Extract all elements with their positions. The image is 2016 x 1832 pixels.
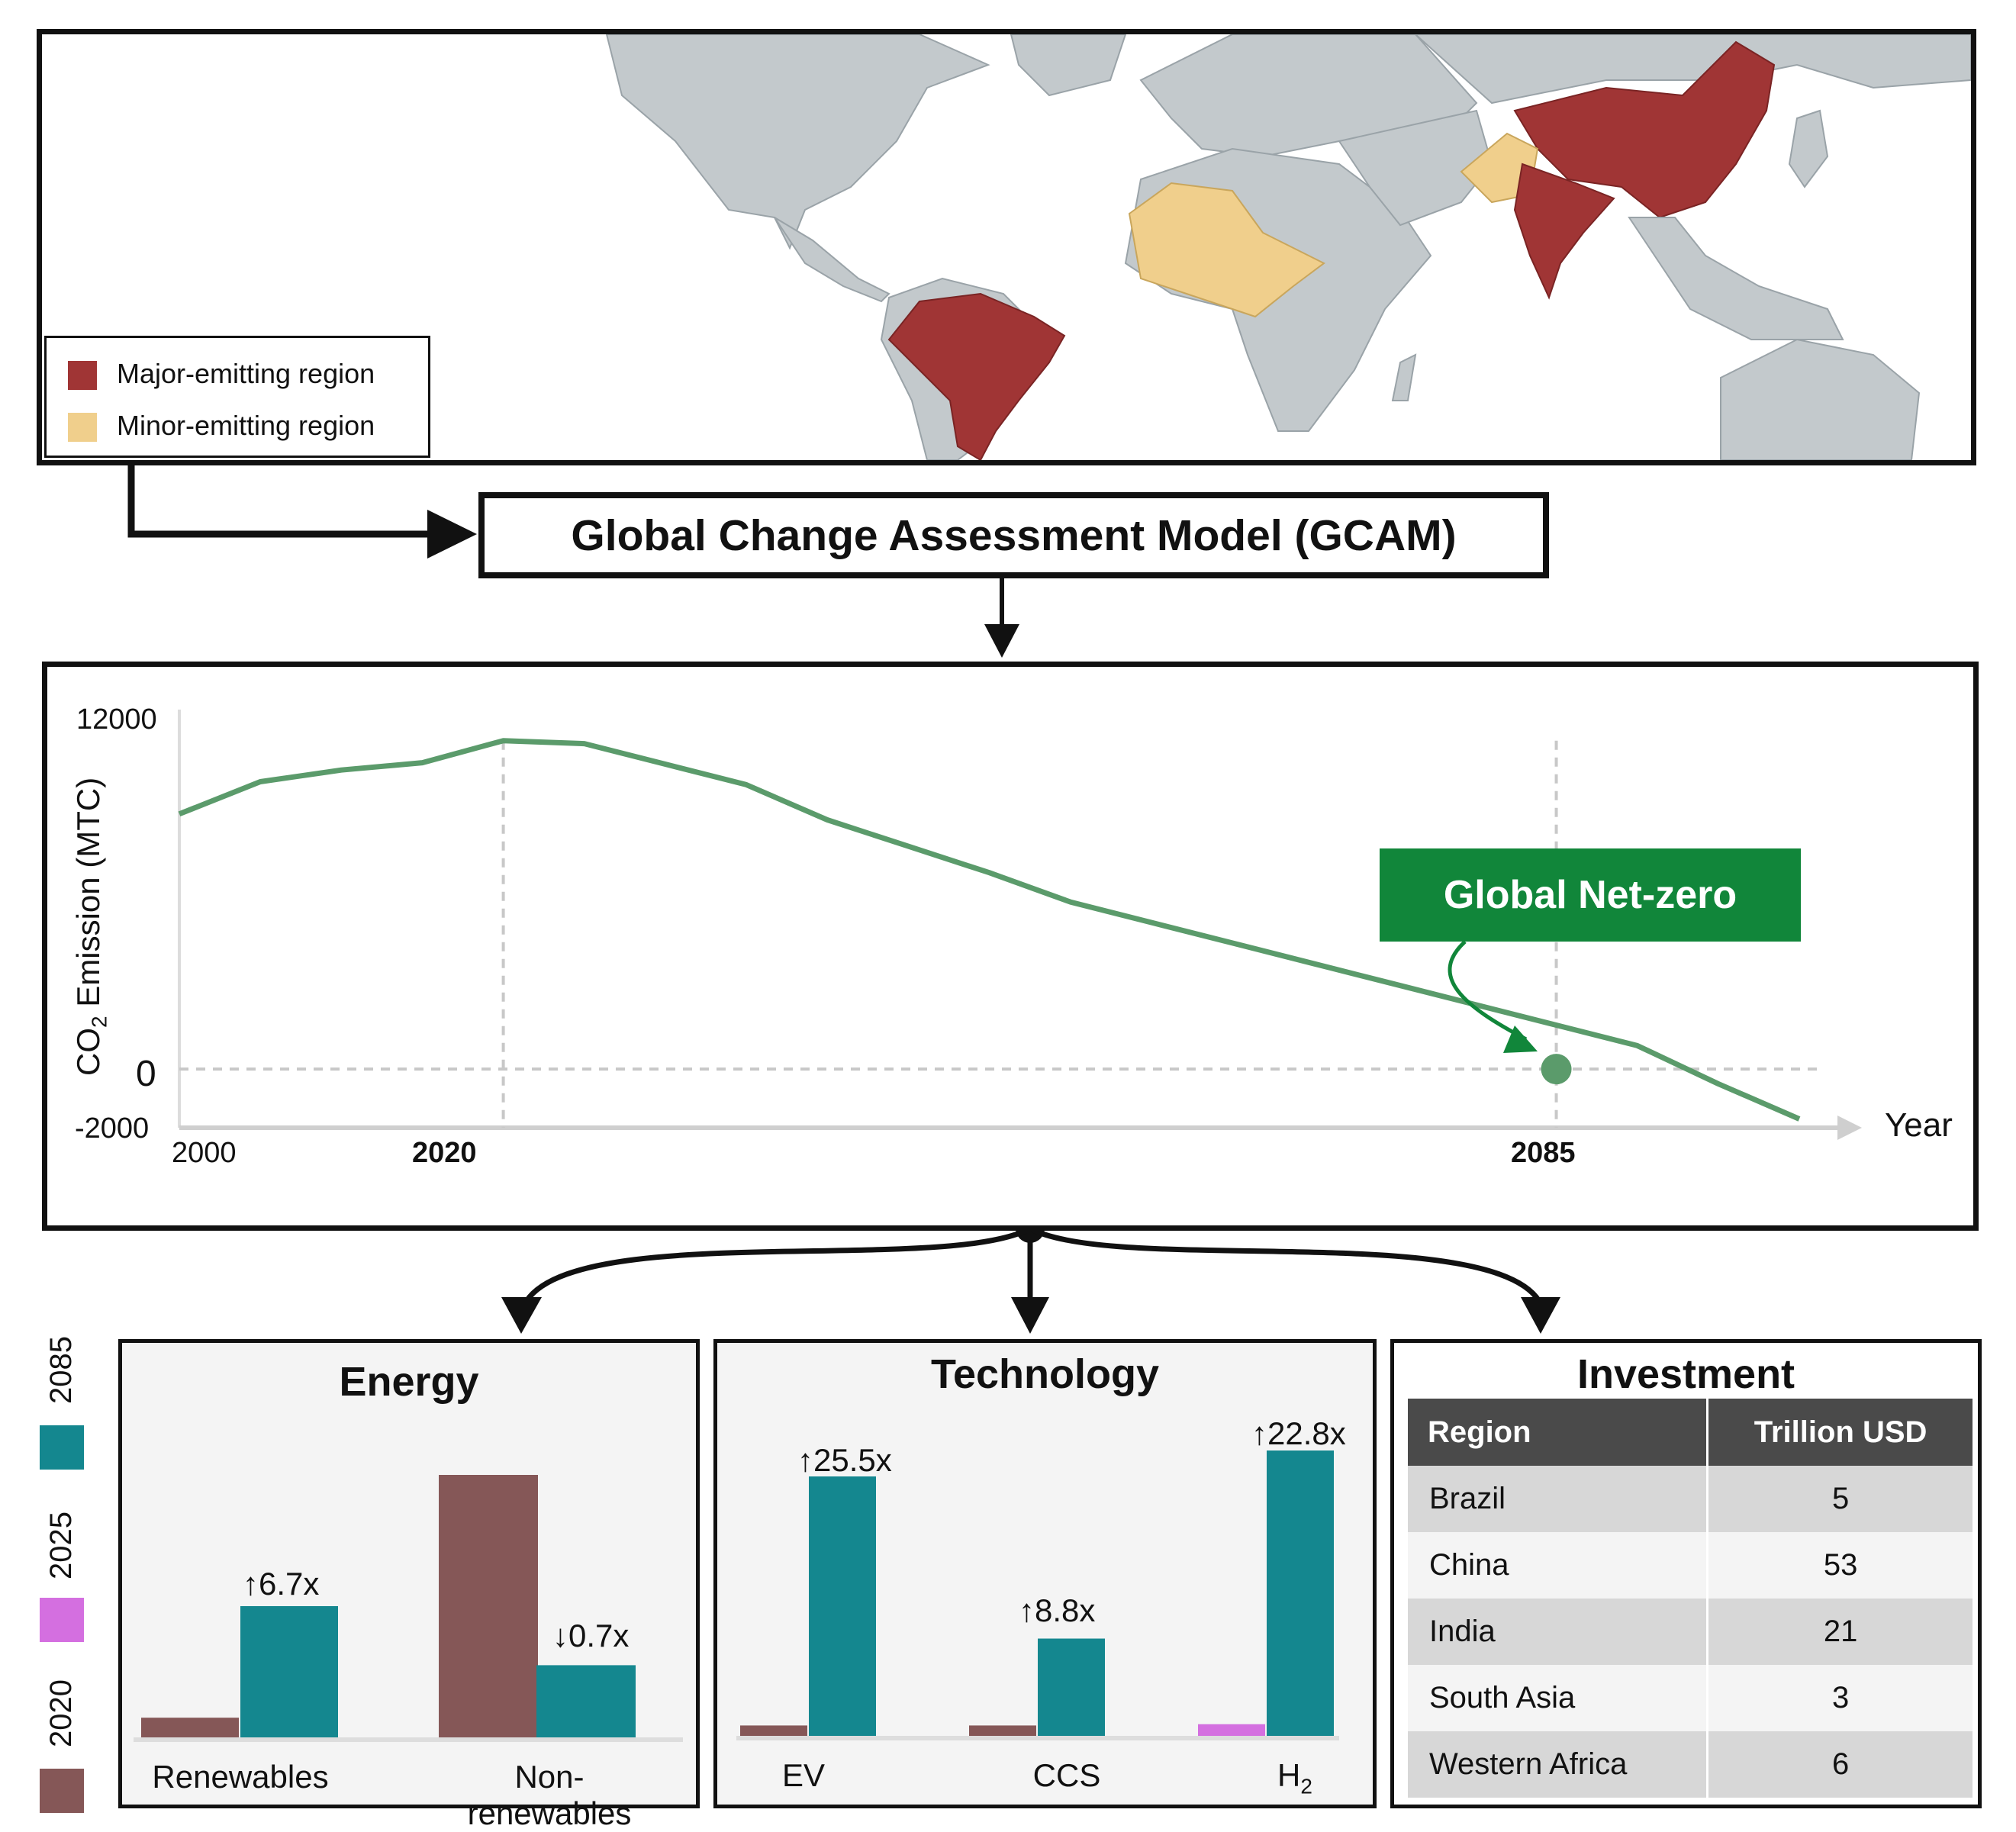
tech-bar-2020-ev: [740, 1725, 807, 1736]
branch-left-arrowhead: [501, 1297, 542, 1334]
table-row: Western Africa 6: [1408, 1731, 1973, 1798]
net-zero-callout: Global Net-zero: [1380, 848, 1801, 942]
cell-region: China: [1408, 1532, 1708, 1599]
energy-bar-2085-non-renewables: [536, 1665, 636, 1737]
cell-value: 5: [1708, 1466, 1973, 1532]
cell-region: India: [1408, 1599, 1708, 1665]
emissions-chart: [0, 0, 2016, 1236]
legend-2085-label: 2085: [44, 1336, 79, 1404]
legend-2025-label: 2025: [44, 1512, 79, 1579]
tech-bar-2085-h2: [1267, 1450, 1334, 1736]
table-row: China 53: [1408, 1532, 1973, 1599]
table-row: India 21: [1408, 1599, 1973, 1665]
tech-cat-ev: EV: [697, 1757, 910, 1794]
energy-mult-nonrenewables: ↓0.7x: [552, 1618, 629, 1654]
branch-middle-arrowhead: [1011, 1297, 1049, 1334]
branch-right-arrowhead: [1521, 1297, 1560, 1334]
net-zero-label: Global Net-zero: [1444, 872, 1737, 918]
legend-2020-label: 2020: [44, 1679, 79, 1747]
tech-bar-2020-ccs: [969, 1725, 1036, 1736]
x-tick-2085: 2085: [1511, 1137, 1576, 1170]
branch-right: [1030, 1228, 1539, 1301]
callout-arrow: [1450, 942, 1526, 1039]
cell-value: 3: [1708, 1665, 1973, 1731]
investment-title: Investment: [1394, 1351, 1978, 1398]
cell-region: South Asia: [1408, 1665, 1708, 1731]
tech-cat-ccs: CCS: [960, 1757, 1174, 1794]
energy-bar-2020-non-renewables: [439, 1475, 538, 1737]
table-header-row: Region Trillion USD: [1408, 1399, 1973, 1466]
legend-2020-swatch: [40, 1769, 84, 1813]
energy-chart: [118, 1339, 700, 1808]
y-tick-12000: 12000: [76, 704, 157, 736]
x-tick-2000: 2000: [172, 1137, 237, 1170]
cell-value: 53: [1708, 1532, 1973, 1599]
table-row: South Asia 3: [1408, 1665, 1973, 1731]
y-axis-label: CO2 Emission (MTC): [70, 778, 111, 1076]
x-tick-2020: 2020: [412, 1137, 477, 1170]
tech-mult-ev: ↑25.5x: [797, 1442, 892, 1479]
tech-bar-2025-h2: [1198, 1724, 1265, 1736]
legend-2085-swatch: [40, 1425, 84, 1470]
y-tick-minus-2000: -2000: [75, 1112, 149, 1145]
investment-table: Region Trillion USD Brazil 5 China 53 In…: [1408, 1399, 1973, 1798]
energy-bar-2085-renewables: [240, 1606, 338, 1737]
header-region: Region: [1408, 1399, 1708, 1466]
cell-region: Brazil: [1408, 1466, 1708, 1532]
energy-mult-renewables: ↑6.7x: [243, 1566, 319, 1602]
branch-left: [527, 1228, 1030, 1301]
cell-value: 6: [1708, 1731, 1973, 1798]
x-axis-arrowhead: [1837, 1116, 1862, 1140]
tech-bar-2085-ev: [809, 1476, 876, 1736]
table-row: Brazil 5: [1408, 1466, 1973, 1532]
header-value: Trillion USD: [1708, 1399, 1973, 1466]
energy-cat-nonrenewables: Non-renewables: [443, 1759, 656, 1832]
tech-bar-2085-ccs: [1038, 1639, 1105, 1737]
legend-2025-swatch: [40, 1598, 84, 1642]
y-tick-0: 0: [136, 1053, 156, 1095]
tech-mult-h2: ↑22.8x: [1251, 1415, 1346, 1452]
technology-chart: [713, 1339, 1377, 1808]
energy-cat-renewables: Renewables: [134, 1759, 347, 1795]
tech-mult-ccs: ↑8.8x: [1019, 1592, 1095, 1629]
cell-value: 21: [1708, 1599, 1973, 1665]
cell-region: Western Africa: [1408, 1731, 1708, 1798]
tech-cat-h2: H2: [1188, 1757, 1402, 1798]
x-axis-label: Year: [1885, 1106, 1953, 1145]
energy-bar-2020-renewables: [141, 1718, 239, 1737]
net-zero-point: [1541, 1054, 1572, 1084]
